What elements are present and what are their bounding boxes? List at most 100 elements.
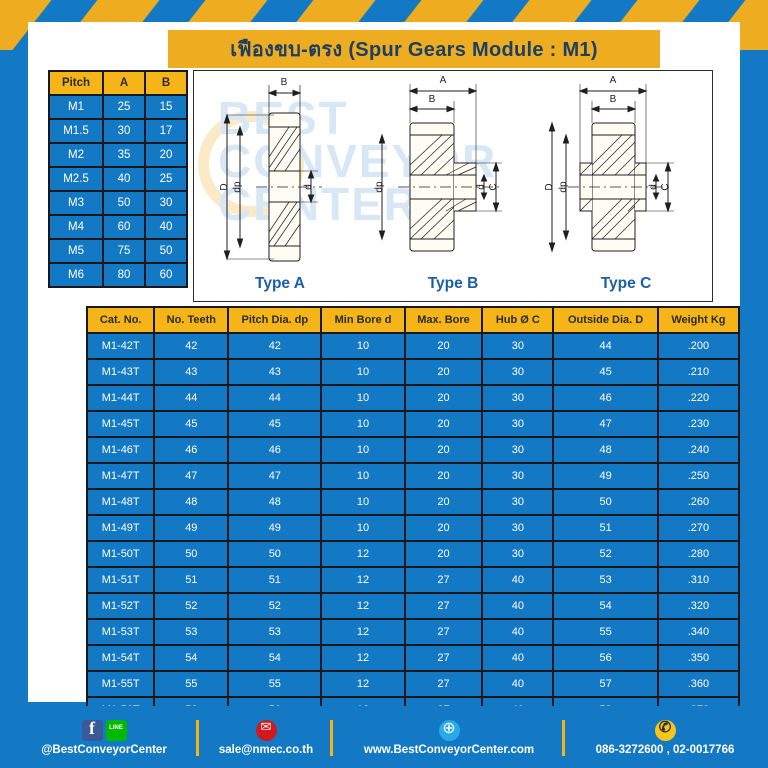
- spec-cell-cat-no: M1-42T: [88, 334, 154, 358]
- table-row: M5 75 50: [50, 240, 186, 262]
- spec-cell: 20: [405, 516, 482, 540]
- spec-cell: .280: [658, 542, 738, 566]
- contact-footer: @BestConveyorCenter sale@nmec.co.th www.…: [0, 706, 768, 768]
- spec-cell: 42: [155, 334, 228, 358]
- spec-cell-cat-no: M1-49T: [88, 516, 154, 540]
- spec-col-header-pitch-dia: Pitch Dia. dp: [229, 308, 321, 332]
- spec-cell: .310: [658, 568, 738, 592]
- spec-cell: 44: [155, 386, 228, 410]
- spec-cell-cat-no: M1-48T: [88, 490, 154, 514]
- spec-cell: 10: [322, 438, 404, 462]
- spec-cell: 55: [155, 672, 228, 696]
- spec-cell-cat-no: M1-47T: [88, 464, 154, 488]
- spec-cell: 12: [322, 594, 404, 618]
- dim-label-c: C: [660, 183, 671, 190]
- table-row: M1-47T 47 47 10 20 30 49.250: [88, 464, 738, 488]
- spec-cell: 55: [554, 620, 657, 644]
- spec-cell: 10: [322, 360, 404, 384]
- table-row: M1-50T 50 50 12 20 30 52.280: [88, 542, 738, 566]
- footer-phone[interactable]: 086-3272600 , 02-0017766: [570, 710, 760, 766]
- spec-cell-cat-no: M1-50T: [88, 542, 154, 566]
- spec-cell: .260: [658, 490, 738, 514]
- facebook-icon[interactable]: [81, 718, 103, 741]
- spec-cell: 12: [322, 620, 404, 644]
- spec-cell: .340: [658, 620, 738, 644]
- dim-label-d-outer: D: [219, 183, 230, 190]
- spec-col-header-weight: Weight Kg: [658, 308, 738, 332]
- pitch-cell: M2: [50, 144, 102, 166]
- spec-cell-cat-no: M1-43T: [88, 360, 154, 384]
- pitch-cell: 30: [146, 192, 186, 214]
- spec-cell: 43: [229, 360, 321, 384]
- pitch-cell: M1: [50, 96, 102, 118]
- spec-cell: 20: [405, 360, 482, 384]
- footer-website[interactable]: www.BestConveyorCenter.com: [338, 710, 560, 766]
- spec-cell-cat-no: M1-44T: [88, 386, 154, 410]
- globe-icon[interactable]: [438, 718, 460, 741]
- spec-cell: 55: [229, 672, 321, 696]
- table-row: M2.5 40 25: [50, 168, 186, 190]
- phone-icon[interactable]: [654, 718, 676, 741]
- spec-cell: 40: [483, 568, 553, 592]
- dim-label-dp: dp: [374, 181, 385, 193]
- pitch-col-header: Pitch: [50, 72, 102, 94]
- pitch-cell: 75: [104, 240, 144, 262]
- spec-cell: 30: [483, 438, 553, 462]
- spec-cell: 27: [405, 672, 482, 696]
- spec-cell: 46: [229, 438, 321, 462]
- spec-cell: 44: [229, 386, 321, 410]
- pitch-reference-table: Pitch A B M1 25 15 M1.5 30 17 M2 35 20: [48, 70, 188, 288]
- pitch-cell: 20: [146, 144, 186, 166]
- spec-cell: 10: [322, 490, 404, 514]
- footer-social[interactable]: @BestConveyorCenter: [14, 710, 194, 766]
- spec-cell: 49: [155, 516, 228, 540]
- spec-cell: 30: [483, 490, 553, 514]
- spec-cell: 49: [554, 464, 657, 488]
- dim-label-a: A: [440, 75, 447, 86]
- footer-email-label: sale@nmec.co.th: [218, 744, 314, 756]
- spec-cell: 10: [322, 516, 404, 540]
- pitch-cell: 50: [146, 240, 186, 262]
- table-row: M1-49T 49 49 10 20 30 51.270: [88, 516, 738, 540]
- email-icon[interactable]: [255, 719, 277, 741]
- spec-cell: 20: [405, 464, 482, 488]
- spec-cell: 30: [483, 542, 553, 566]
- line-icon[interactable]: [105, 720, 127, 741]
- spec-cell: 44: [554, 334, 657, 358]
- spec-cell-cat-no: M1-52T: [88, 594, 154, 618]
- page-title: เฟืองขบ-ตรง (Spur Gears Module : M1): [168, 30, 660, 68]
- spec-cell: 53: [554, 568, 657, 592]
- spec-cell: 40: [483, 620, 553, 644]
- spec-cell: 10: [322, 412, 404, 436]
- spec-cell: 48: [554, 438, 657, 462]
- spec-cell: 12: [322, 568, 404, 592]
- footer-email[interactable]: sale@nmec.co.th: [204, 710, 328, 766]
- gear-type-a-label: Type A: [255, 275, 305, 292]
- spec-cell: 53: [155, 620, 228, 644]
- spec-cell: 54: [229, 646, 321, 670]
- spec-cell-cat-no: M1-45T: [88, 412, 154, 436]
- spec-cell: 20: [405, 386, 482, 410]
- spec-col-header-min-bore: Min Bore d: [322, 308, 404, 332]
- pitch-cell: 40: [146, 216, 186, 238]
- spec-cell: 43: [155, 360, 228, 384]
- pitch-cell: 60: [104, 216, 144, 238]
- table-row: M1.5 30 17: [50, 120, 186, 142]
- content-panel: เฟืองขบ-ตรง (Spur Gears Module : M1) Pit…: [28, 22, 740, 724]
- spec-cell: 57: [554, 672, 657, 696]
- spec-cell: 51: [155, 568, 228, 592]
- spec-cell-cat-no: M1-46T: [88, 438, 154, 462]
- spec-cell: 10: [322, 386, 404, 410]
- footer-divider: [196, 720, 199, 756]
- gear-type-b-label: Type B: [427, 275, 479, 292]
- table-row: M1-48T 48 48 10 20 30 50.260: [88, 490, 738, 514]
- spec-cell-cat-no: M1-55T: [88, 672, 154, 696]
- spec-cell-cat-no: M1-53T: [88, 620, 154, 644]
- spec-cell: 47: [554, 412, 657, 436]
- page-title-text: เฟืองขบ-ตรง (Spur Gears Module : M1): [230, 39, 598, 61]
- spec-cell: .210: [658, 360, 738, 384]
- dim-label-c: C: [488, 183, 499, 190]
- dim-label-d-bore: d: [648, 184, 659, 190]
- pitch-cell: 15: [146, 96, 186, 118]
- spec-cell: 30: [483, 464, 553, 488]
